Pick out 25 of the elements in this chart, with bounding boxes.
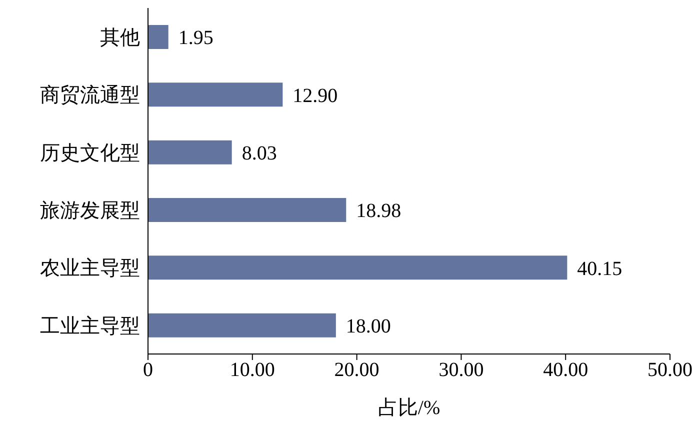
data-label: 8.03 [242, 142, 277, 164]
bar [148, 256, 568, 280]
x-tick-label: 20.00 [334, 359, 380, 382]
bar [148, 313, 336, 338]
y-tick-label: 历史文化型 [40, 142, 140, 164]
y-tick-label: 工业主导型 [40, 314, 140, 338]
y-tick-label: 农业主导型 [40, 256, 140, 280]
data-label: 18.00 [346, 315, 391, 338]
y-tick-label: 旅游发展型 [40, 200, 140, 222]
bar [148, 140, 232, 164]
x-tick-label: 40.00 [543, 359, 588, 382]
data-label: 40.15 [577, 258, 622, 280]
data-label: 12.90 [292, 84, 338, 107]
x-tick-label: 30.00 [438, 359, 484, 382]
x-tick-label: 0 [143, 359, 153, 382]
bar [148, 82, 283, 107]
x-tick-label: 50.00 [648, 359, 692, 382]
data-label: 18.98 [356, 200, 402, 222]
y-tick-label: 商贸流通型 [40, 84, 140, 107]
bar [148, 25, 168, 49]
data-label: 1.95 [178, 27, 214, 50]
bar [148, 198, 346, 222]
y-tick-label: 其他 [100, 26, 140, 49]
x-axis-title: 占比/% [378, 397, 440, 419]
x-tick-label: 10.00 [230, 359, 275, 382]
